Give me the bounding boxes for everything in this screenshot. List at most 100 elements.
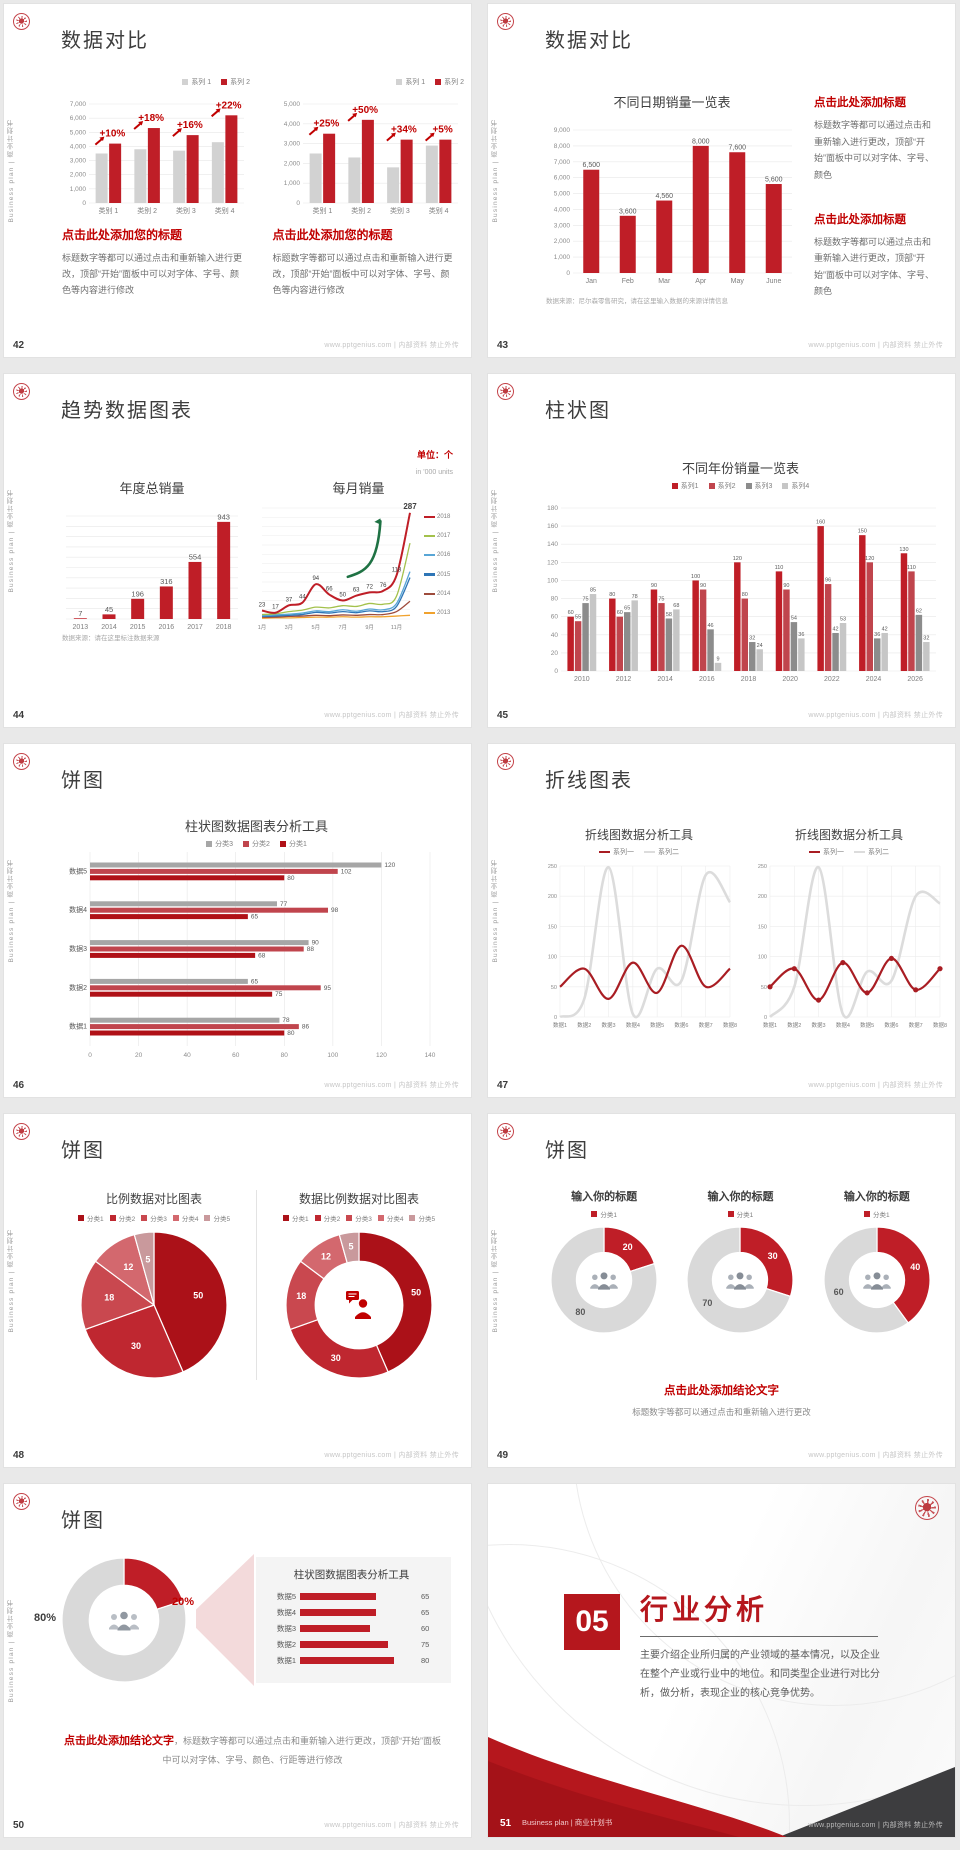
page-number: 50 (13, 1820, 25, 1831)
svg-text:8,000: 8,000 (692, 138, 710, 145)
svg-text:8,000: 8,000 (554, 143, 571, 150)
slide-title: 饼图 (61, 770, 105, 792)
people-icon (106, 1608, 142, 1632)
slide-42[interactable]: Business plan | 商业计划书 数据对比 系列 1 系列 2 0 1,… (3, 3, 472, 358)
percent-label-gray: 80% (34, 1612, 57, 1624)
bar-chart: 0 1,000 2,000 3,000 4,000 5,000 6,000 7,000 类别 1… (62, 88, 250, 216)
slide-title: 折线图表 (545, 770, 633, 792)
side-brand-label: Business plan | 商业计划书 (492, 1229, 499, 1333)
svg-text:2015: 2015 (130, 624, 146, 631)
conclusion-block: 点击此处添加结论文字 标题数字等都可以通过点击和重新输入进行更改 (488, 1382, 955, 1418)
svg-text:Apr: Apr (695, 278, 707, 285)
svg-text:7: 7 (78, 609, 82, 618)
svg-text:90: 90 (651, 583, 657, 589)
svg-text:1月: 1月 (258, 624, 267, 631)
text-block: 点击此处添加您的标题 标题数字等都可以通过点击和重新输入进行更改，顶部“开始”面… (273, 226, 458, 299)
slide-title: 趋势数据图表 (61, 400, 193, 422)
people-icon (860, 1269, 894, 1291)
chart-legend: 系列1 系列2 系列3 系列4 (538, 480, 943, 492)
slide-44[interactable]: Business plan | 商业计划书 趋势数据图表 单位：个 in '000… (3, 373, 472, 728)
svg-text:78: 78 (282, 1017, 290, 1024)
footer-brand-label: Business plan | 商业计划书 (522, 1818, 613, 1827)
svg-text:数据4: 数据4 (626, 1021, 640, 1029)
slide-48[interactable]: Business plan | 商业计划书 饼图 比例数据对比图表 分类1 分类… (3, 1113, 472, 1468)
svg-text:9: 9 (716, 656, 719, 662)
data-source-note: 数据来源：请在这里标注数据来源 (62, 635, 160, 642)
page-number: 42 (13, 340, 25, 351)
chart-title: 输入你的标题 (707, 1191, 774, 1203)
svg-text:200: 200 (548, 894, 557, 900)
svg-text:20: 20 (551, 650, 559, 657)
svg-text:17: 17 (272, 605, 279, 611)
svg-text:0: 0 (554, 668, 558, 675)
section-description: 主要介绍企业所归属的产业领域的基本情况，以及企业在整个产业或行业中的地位。和同类… (640, 1650, 880, 1699)
logo-badge-icon (13, 383, 30, 400)
line-chart: 1月 3月 5月 7月 9月 11月 23 17 37 44 94 66 50 63 72 76 118 287 (256, 500, 422, 632)
chart-legend: 系列 1 系列 2 (62, 76, 250, 88)
svg-text:0: 0 (566, 270, 570, 277)
svg-text:20: 20 (623, 1242, 633, 1252)
svg-text:30: 30 (768, 1251, 778, 1261)
divider-line (640, 1636, 878, 1637)
conclusion-heading: 点击此处添加结论文字 (664, 1385, 779, 1397)
svg-text:2,000: 2,000 (70, 172, 87, 179)
svg-text:5,600: 5,600 (765, 177, 783, 184)
footer-site-label: www.pptgenius.com | 内部资料 禁止外传 (808, 342, 943, 349)
svg-text:316: 316 (160, 577, 173, 586)
svg-text:80: 80 (281, 1052, 289, 1059)
svg-text:18: 18 (104, 1293, 114, 1303)
svg-text:160: 160 (547, 523, 558, 530)
svg-text:0: 0 (88, 1052, 92, 1059)
svg-text:数据1: 数据1 (69, 1022, 87, 1031)
footer-site-label: www.pptgenius.com | 内部资料 禁止外传 (808, 1452, 943, 1459)
svg-text:120: 120 (384, 862, 395, 869)
slide-43[interactable]: Business plan | 商业计划书 数据对比 不同日期销量一览表 0 1,… (487, 3, 956, 358)
svg-text:287: 287 (403, 502, 417, 511)
svg-text:2018: 2018 (216, 624, 232, 631)
svg-text:2016: 2016 (699, 676, 715, 683)
donut-chart: 30 70 (685, 1225, 795, 1335)
svg-text:80: 80 (287, 875, 295, 882)
chart-title: 年度总销量 (119, 481, 185, 496)
svg-text:36: 36 (874, 632, 880, 638)
svg-text:68: 68 (673, 603, 679, 609)
svg-text:数据6: 数据6 (674, 1021, 688, 1029)
logo-badge-icon (13, 1123, 30, 1140)
svg-text:2,000: 2,000 (554, 238, 571, 245)
slide-49[interactable]: Business plan | 商业计划书 饼图 输入你的标题 分类1 20 80 (487, 1113, 956, 1468)
logo-badge-icon (497, 383, 514, 400)
page-number: 51 (500, 1818, 512, 1829)
svg-text:2013: 2013 (73, 624, 89, 631)
chart-title: 柱状图数据图表分析工具 (184, 819, 328, 834)
svg-text:1,000: 1,000 (554, 254, 571, 261)
donut-chart: 20 80 (549, 1225, 659, 1335)
slide-50[interactable]: Business plan | 商业计划书 饼图 80% 20% (3, 1483, 472, 1838)
slide-title: 饼图 (61, 1140, 105, 1162)
svg-text:100: 100 (758, 955, 767, 961)
slide-45[interactable]: Business plan | 商业计划书 柱状图 不同年份销量一览表 系列1 … (487, 373, 956, 728)
svg-text:85: 85 (590, 588, 596, 594)
donut-chart (60, 1556, 188, 1684)
svg-text:100: 100 (691, 574, 700, 580)
footer-site-label: www.pptgenius.com | 内部资料 禁止外传 (808, 712, 943, 719)
footer-site-label: www.pptgenius.com | 内部资料 禁止外传 (324, 342, 459, 349)
slide-title: 数据对比 (545, 30, 633, 52)
slide-46[interactable]: Business plan | 商业计划书 饼图 柱状图数据图表分析工具 分类3… (3, 743, 472, 1098)
chart-legend: 系列一 系列二 (750, 846, 948, 858)
logo-badge-icon (915, 1496, 939, 1520)
mini-bar-row: 数据1 80 (276, 1656, 430, 1665)
logo-badge-icon (13, 1493, 30, 1510)
slide-51[interactable]: 05 行业分析 主要介绍企业所归属的产业领域的基本情况，以及企业在整个产业或行业… (487, 1483, 956, 1838)
svg-text:5,000: 5,000 (70, 129, 87, 136)
bar-chart: 0 1,000 2,000 3,000 4,000 5,000 6,000 7,000 8,00… (546, 114, 798, 286)
svg-text:62: 62 (916, 608, 922, 614)
placeholder-heading: 点击此处添加您的标题 (272, 228, 393, 242)
svg-text:65: 65 (251, 914, 259, 921)
svg-text:+10%: +10% (99, 129, 125, 140)
svg-text:数据3: 数据3 (812, 1021, 826, 1029)
svg-text:40: 40 (910, 1262, 920, 1272)
svg-text:2010: 2010 (574, 676, 590, 683)
svg-text:90: 90 (312, 940, 320, 947)
slide-47[interactable]: Business plan | 商业计划书 折线图表 折线图数据分析工具 系列一… (487, 743, 956, 1098)
footer-site-label: www.pptgenius.com | 内部资料 禁止外传 (808, 1082, 943, 1089)
